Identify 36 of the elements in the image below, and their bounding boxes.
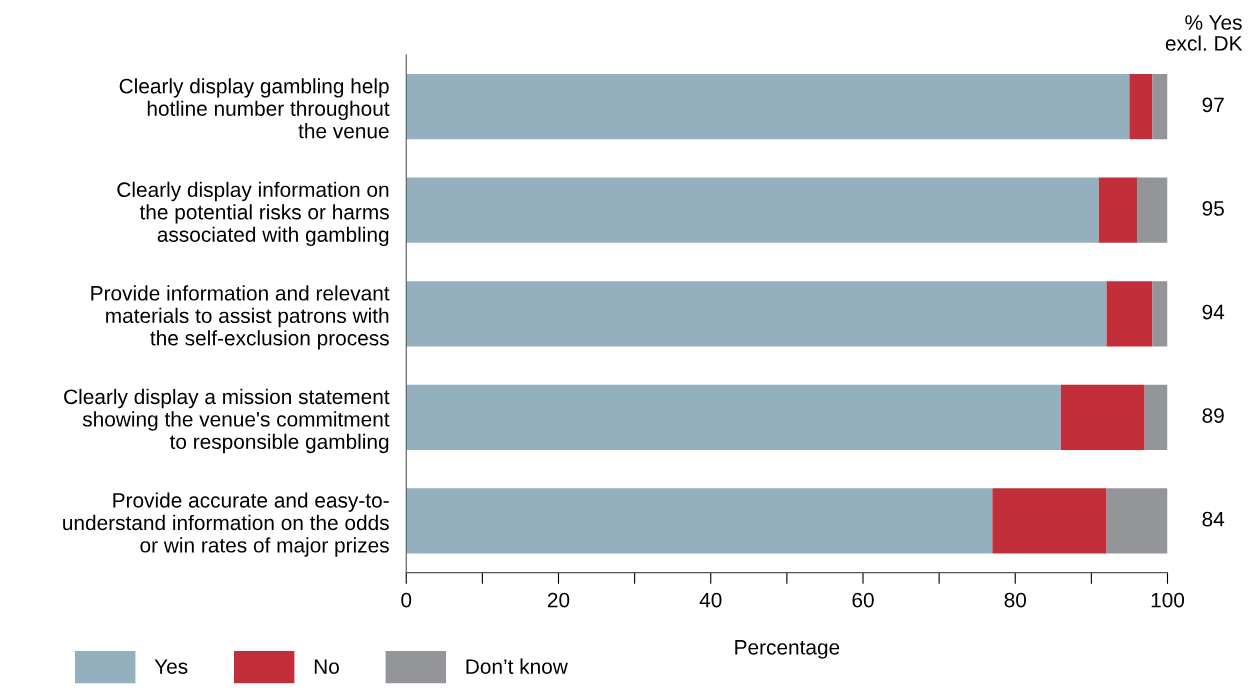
x-tick-label: 20	[547, 592, 570, 608]
bar	[1152, 74, 1168, 140]
legend-label: No	[314, 659, 339, 674]
y-tick-label: Provide accurate and easy-to- understand information on the odds or win rates of major prizes	[63, 492, 389, 557]
bar	[406, 281, 1107, 347]
bar	[1137, 177, 1168, 243]
x-tick-label: 40	[699, 592, 722, 608]
y-tick-label: Provide information and relevant materials to assist patrons with the self-exclusion process	[91, 285, 390, 350]
y-tick-label: Clearly display gambling help hotline number throughout the venue	[119, 78, 390, 139]
x-tick-label: 100	[1151, 592, 1185, 608]
bar	[1152, 281, 1168, 347]
x-axis-title: Percentage	[735, 640, 840, 659]
bar	[406, 384, 1061, 450]
text: 84	[1202, 511, 1225, 527]
legend-label: Yes	[154, 659, 188, 674]
x-tick-label: 0	[401, 592, 412, 608]
bar	[1106, 281, 1153, 347]
bar	[1129, 74, 1153, 140]
bar	[1060, 384, 1145, 450]
text: 95	[1202, 201, 1224, 216]
legend-label: Don’t know	[466, 658, 568, 674]
bar	[406, 74, 1130, 140]
bar	[1144, 384, 1168, 450]
text: 89	[1202, 408, 1224, 423]
y-tick-label: Clearly display information on the potential risks or harms associated with gambling	[117, 181, 389, 247]
bar	[1098, 177, 1138, 243]
bar	[406, 177, 1099, 243]
text: 97	[1202, 97, 1224, 113]
y-tick-label: Clearly display a mission statement showing the venue's commitment to responsible gambling	[64, 388, 390, 454]
bar	[406, 488, 993, 554]
bar	[1106, 488, 1168, 554]
text: % Yes excl. DK	[1165, 15, 1243, 51]
x-tick-label: 80	[1004, 592, 1027, 608]
text: 94	[1202, 304, 1225, 320]
bar	[992, 488, 1107, 554]
x-tick-label: 60	[852, 592, 874, 608]
